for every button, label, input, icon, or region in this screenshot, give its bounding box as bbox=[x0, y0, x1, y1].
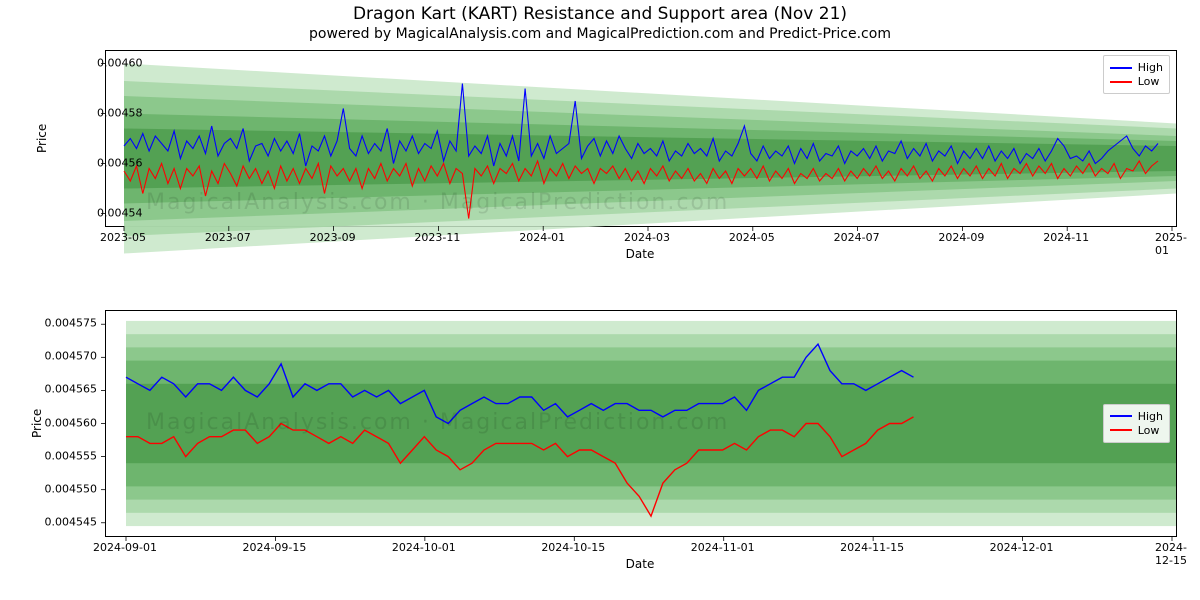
ytick: 0.004555 bbox=[45, 449, 98, 462]
xtick: 2025-01 bbox=[1155, 231, 1187, 257]
xtick: 2024-11-15 bbox=[840, 541, 904, 554]
ytick: 0.004565 bbox=[45, 383, 98, 396]
xtick: 2024-05 bbox=[729, 231, 775, 244]
xtick: 2023-05 bbox=[100, 231, 146, 244]
xtick: 2024-01 bbox=[519, 231, 565, 244]
suptitle: Dragon Kart (KART) Resistance and Suppor… bbox=[0, 4, 1200, 24]
top-chart-panel: MagicalAnalysis.com · MagicalPrediction.… bbox=[105, 50, 1177, 227]
legend-swatch-high bbox=[1110, 67, 1132, 69]
legend-row-low: Low bbox=[1110, 424, 1163, 437]
figure: Dragon Kart (KART) Resistance and Suppor… bbox=[0, 0, 1200, 600]
xtick: 2024-07 bbox=[834, 231, 880, 244]
bottom-xlabel: Date bbox=[105, 557, 1175, 571]
legend-label-low: Low bbox=[1138, 75, 1160, 88]
legend-row-low: Low bbox=[1110, 75, 1163, 88]
ytick: 0.004560 bbox=[45, 416, 98, 429]
xtick: 2023-11 bbox=[414, 231, 460, 244]
xtick: 2024-09-01 bbox=[93, 541, 157, 554]
xtick: 2024-10-15 bbox=[541, 541, 605, 554]
xtick: 2024-10-01 bbox=[392, 541, 456, 554]
legend-row-high: High bbox=[1110, 410, 1163, 423]
xtick: 2024-09 bbox=[938, 231, 984, 244]
ytick: 0.004570 bbox=[45, 350, 98, 363]
legend-label-high: High bbox=[1138, 61, 1163, 74]
xtick: 2024-11-01 bbox=[691, 541, 755, 554]
legend-row-high: High bbox=[1110, 61, 1163, 74]
top-xlabel: Date bbox=[105, 247, 1175, 261]
xtick: 2024-12-01 bbox=[990, 541, 1054, 554]
ytick: 0.004545 bbox=[45, 515, 98, 528]
ytick: 0.004550 bbox=[45, 482, 98, 495]
xtick: 2024-11 bbox=[1043, 231, 1089, 244]
legend-bottom: High Low bbox=[1103, 404, 1170, 443]
legend-label-low: Low bbox=[1138, 424, 1160, 437]
ytick: 0.004575 bbox=[45, 317, 98, 330]
xtick: 2024-12-15 bbox=[1155, 541, 1187, 567]
legend-label-high: High bbox=[1138, 410, 1163, 423]
xtick: 2023-09 bbox=[310, 231, 356, 244]
legend-swatch-high bbox=[1110, 415, 1132, 417]
top-chart-svg bbox=[106, 51, 1176, 226]
xtick: 2024-03 bbox=[624, 231, 670, 244]
bottom-chart-svg bbox=[106, 311, 1176, 536]
xtick: 2024-09-15 bbox=[242, 541, 306, 554]
legend-swatch-low bbox=[1110, 429, 1132, 431]
legend-top: High Low bbox=[1103, 55, 1170, 94]
subtitle: powered by MagicalAnalysis.com and Magic… bbox=[0, 26, 1200, 42]
bottom-ylabel: Price bbox=[30, 408, 44, 437]
bottom-chart-panel: MagicalAnalysis.com · MagicalPrediction.… bbox=[105, 310, 1177, 537]
top-ylabel: Price bbox=[35, 123, 49, 152]
legend-swatch-low bbox=[1110, 81, 1132, 83]
xtick: 2023-07 bbox=[205, 231, 251, 244]
